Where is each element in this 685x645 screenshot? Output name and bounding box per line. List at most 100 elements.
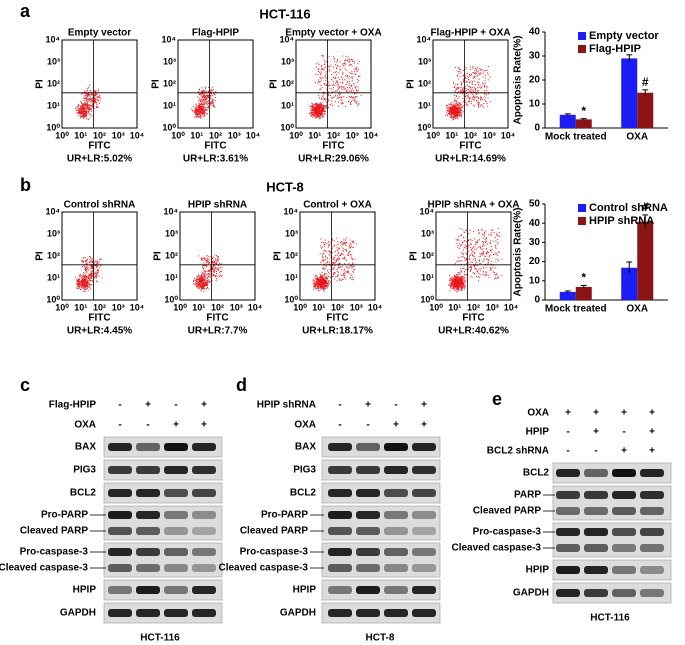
dot: [204, 286, 205, 287]
dot: [484, 85, 485, 86]
band: [328, 489, 352, 497]
dot: [336, 84, 337, 85]
dot: [208, 95, 209, 96]
dot: [472, 97, 473, 98]
dot: [474, 105, 475, 106]
dot: [448, 113, 449, 114]
dot: [480, 270, 481, 271]
dot: [96, 271, 97, 272]
dot: [201, 276, 202, 277]
dot: [96, 97, 97, 98]
dot: [342, 78, 343, 79]
dot: [465, 96, 466, 97]
dot: [495, 275, 496, 276]
dot: [330, 104, 331, 105]
dot: [473, 105, 474, 106]
bar: [576, 119, 592, 128]
dot: [493, 271, 494, 272]
dot: [89, 282, 90, 283]
x-tick-label: 10⁰: [55, 130, 69, 140]
dot: [345, 240, 346, 241]
dot: [459, 68, 460, 69]
dot: [341, 88, 342, 89]
dot: [201, 282, 202, 283]
dot: [354, 71, 355, 72]
dot: [214, 262, 215, 263]
condition-sign: -: [622, 427, 625, 438]
dot: [468, 262, 469, 263]
dot: [454, 276, 455, 277]
dot: [210, 102, 211, 103]
dot: [198, 285, 199, 286]
dot: [201, 112, 202, 113]
dot: [345, 60, 346, 61]
plot-frame: [62, 212, 137, 300]
dot: [352, 247, 353, 248]
dot: [206, 281, 207, 282]
dot: [320, 285, 321, 286]
dot: [86, 110, 87, 111]
dot: [485, 93, 486, 94]
dot: [82, 276, 83, 277]
dot: [450, 111, 451, 112]
dot: [463, 241, 464, 242]
dot: [85, 98, 86, 99]
dot: [79, 111, 80, 112]
y-tick-label: 10¹: [281, 100, 294, 110]
dot: [207, 102, 208, 103]
dot: [314, 280, 315, 281]
dot: [339, 263, 340, 264]
dot: [354, 266, 355, 267]
dot: [85, 290, 86, 291]
dot: [460, 103, 461, 104]
y-tick-label: 10¹: [418, 100, 431, 110]
dot: [341, 269, 342, 270]
apoptosis-result: UR+LR:4.45%: [67, 326, 132, 337]
dot: [202, 284, 203, 285]
condition-sign: +: [201, 420, 207, 431]
dot: [486, 241, 487, 242]
dot: [346, 97, 347, 98]
dot: [319, 118, 320, 119]
dot: [87, 96, 88, 97]
dot: [205, 88, 206, 89]
dot: [201, 107, 202, 108]
dot: [330, 271, 331, 272]
dot: [322, 247, 323, 248]
dot: [196, 112, 197, 113]
dot: [459, 116, 460, 117]
dot: [329, 244, 330, 245]
dot: [324, 93, 325, 94]
dot: [200, 283, 201, 284]
dot: [81, 285, 82, 286]
dot: [483, 267, 484, 268]
dot: [89, 284, 90, 285]
dot: [325, 242, 326, 243]
dot: [495, 252, 496, 253]
dot: [475, 93, 476, 94]
dot: [490, 101, 491, 102]
dot: [479, 232, 480, 233]
dot: [219, 272, 220, 273]
band: [612, 469, 636, 477]
dot: [468, 233, 469, 234]
dot: [474, 273, 475, 274]
dot: [490, 250, 491, 251]
dot: [338, 85, 339, 86]
band: [584, 566, 608, 574]
y-tick-label: 20: [529, 75, 541, 86]
condition-sign: +: [173, 420, 179, 431]
band: [356, 564, 380, 572]
band-label: Pro-PARP: [261, 510, 308, 521]
dot: [491, 252, 492, 253]
dot: [323, 108, 324, 109]
dot: [354, 73, 355, 74]
cell-line-title: HCT-8: [266, 179, 304, 194]
dot: [328, 82, 329, 83]
dot: [470, 243, 471, 244]
dot: [101, 259, 102, 260]
dot: [460, 106, 461, 107]
dot: [213, 271, 214, 272]
dot: [341, 103, 342, 104]
dot: [94, 100, 95, 101]
